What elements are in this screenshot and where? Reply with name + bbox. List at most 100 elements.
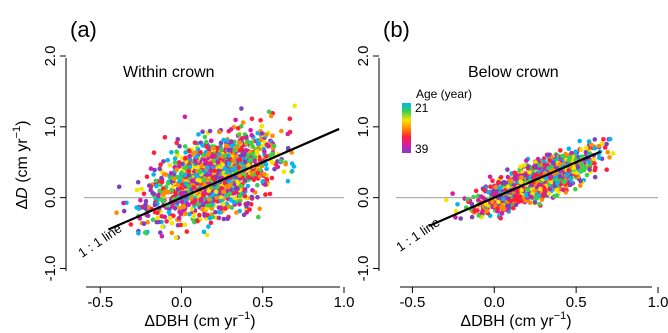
pa-point xyxy=(191,200,197,206)
pb-point xyxy=(591,157,597,162)
pa-point xyxy=(116,184,122,190)
pa-point xyxy=(143,198,149,204)
pa-point xyxy=(266,144,271,149)
pb-point xyxy=(552,193,557,199)
pa-point xyxy=(177,144,182,149)
pb-point xyxy=(501,179,507,185)
pa-point xyxy=(209,138,214,144)
pa-point xyxy=(162,214,168,220)
pa-point xyxy=(214,174,219,180)
pa-point xyxy=(173,235,179,240)
pa-point xyxy=(232,148,237,153)
pa-point xyxy=(271,143,277,149)
pa-point xyxy=(206,151,212,156)
pb-point xyxy=(458,216,464,221)
pa-point xyxy=(242,187,248,192)
pb-point xyxy=(557,174,563,179)
pb-point xyxy=(501,196,506,202)
pb-point xyxy=(514,176,519,182)
pa-point xyxy=(177,164,182,169)
pb-point xyxy=(610,151,616,156)
pa-point xyxy=(255,214,261,220)
pa-point xyxy=(237,202,242,207)
panel-b-one-to-one-line xyxy=(428,150,602,227)
pb-point xyxy=(602,145,608,150)
pa-point xyxy=(158,162,163,167)
pa-point xyxy=(206,224,211,229)
pa-point xyxy=(158,197,164,202)
pb-point xyxy=(505,184,511,189)
pa-point xyxy=(180,190,185,196)
pb-point xyxy=(518,179,523,184)
pa-point xyxy=(213,189,219,195)
pa-point xyxy=(249,116,255,122)
pa-point xyxy=(208,220,214,226)
age-legend-max: 39 xyxy=(415,142,429,156)
pb-point xyxy=(450,191,455,196)
pa-point xyxy=(205,165,210,170)
pb-point xyxy=(469,214,475,220)
pa-point xyxy=(245,183,251,189)
pb-point xyxy=(583,149,589,155)
pb-point xyxy=(472,209,477,214)
pa-point xyxy=(147,183,152,188)
pa-point xyxy=(114,210,119,215)
panel-a-one-to-one-label: 1 : 1 line xyxy=(75,221,124,261)
pa-point xyxy=(166,190,171,195)
pb-point xyxy=(498,216,504,221)
pb-point xyxy=(479,210,485,216)
pa-point xyxy=(206,188,211,193)
pa-point xyxy=(270,133,275,139)
pa-point xyxy=(145,220,150,225)
pb-point xyxy=(524,158,529,163)
pb-point xyxy=(491,192,497,198)
pa-point xyxy=(152,167,157,173)
pa-point xyxy=(242,193,248,199)
pa-point xyxy=(216,168,221,174)
pa-point xyxy=(211,146,216,151)
pb-point xyxy=(518,164,523,169)
pa-point xyxy=(208,161,213,166)
pa-point xyxy=(244,135,249,140)
pa-point xyxy=(217,129,222,135)
pa-point xyxy=(202,161,208,167)
pa-point xyxy=(188,196,194,201)
pa-point xyxy=(207,203,212,208)
pa-point xyxy=(217,152,222,157)
pa-point xyxy=(187,164,193,170)
pb-x-tick-label: 1.0 xyxy=(648,294,668,311)
pa-point xyxy=(165,181,171,186)
pa-point xyxy=(121,208,127,214)
pa-point xyxy=(209,206,215,211)
pa-point xyxy=(237,148,243,153)
pa-point xyxy=(250,188,255,193)
pb-point xyxy=(574,170,579,176)
pa-point xyxy=(245,201,251,206)
pb-point xyxy=(508,198,513,204)
panel-a-points xyxy=(114,103,298,240)
pb-point xyxy=(487,174,493,180)
pa-point xyxy=(136,206,142,211)
pa-point xyxy=(289,150,295,155)
pb-point xyxy=(592,167,598,173)
pb-point xyxy=(542,166,548,171)
pa-point xyxy=(200,202,206,208)
pa-point xyxy=(237,193,243,199)
pb-point xyxy=(501,206,507,212)
pa-point xyxy=(287,116,293,121)
pb-point xyxy=(584,145,589,151)
pa-point xyxy=(186,202,191,208)
pb-point xyxy=(519,175,524,180)
pa-point xyxy=(200,143,205,148)
pa-point xyxy=(225,138,231,144)
pa-point xyxy=(155,210,160,216)
pa-point xyxy=(181,204,187,209)
pa-point xyxy=(187,153,192,159)
pb-point xyxy=(558,148,563,153)
pa-point xyxy=(224,168,230,173)
pb-point xyxy=(592,174,598,180)
pa-point xyxy=(196,132,201,137)
pb-point xyxy=(490,199,495,205)
pa-point xyxy=(197,212,202,218)
pb-point xyxy=(550,160,556,166)
